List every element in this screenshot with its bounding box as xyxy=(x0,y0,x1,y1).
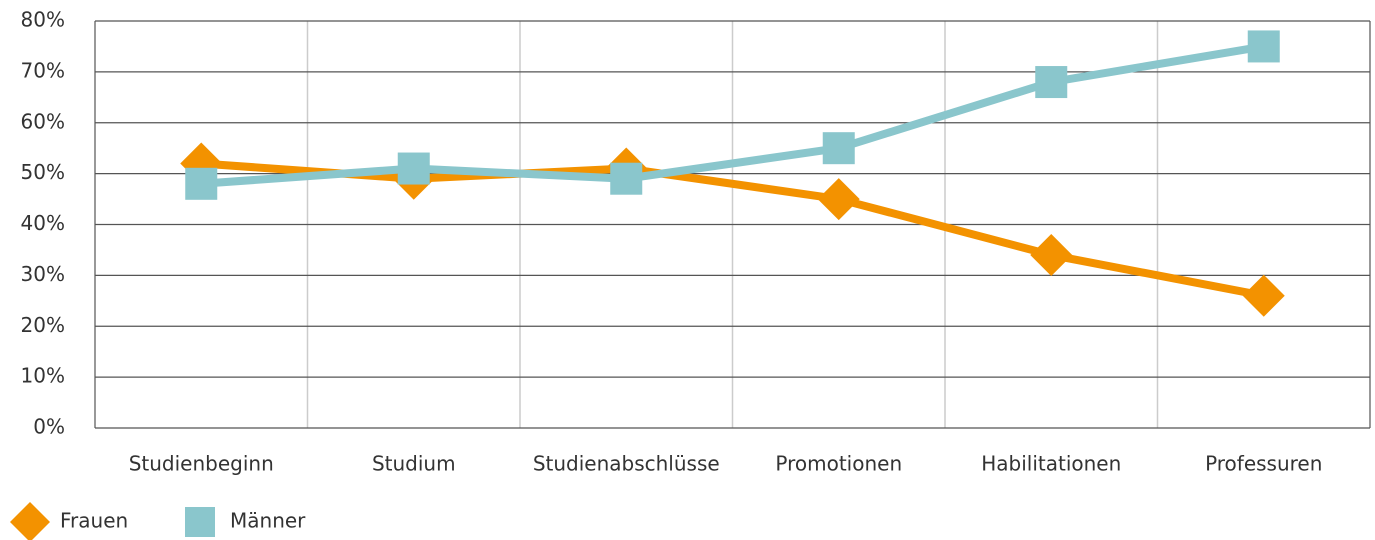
marker xyxy=(822,132,855,165)
y-tick-label: 80% xyxy=(21,8,65,32)
y-tick-label: 60% xyxy=(21,109,65,133)
y-tick-label: 10% xyxy=(21,364,65,388)
x-tick-label: Studium xyxy=(372,452,456,476)
x-tick-label: Promotionen xyxy=(775,452,902,476)
y-tick-label: 50% xyxy=(21,160,65,184)
marker xyxy=(1030,234,1073,277)
marker xyxy=(817,178,860,221)
legend-label: Frauen xyxy=(60,509,128,533)
y-tick-label: 40% xyxy=(21,211,65,235)
marker xyxy=(610,162,643,195)
marker xyxy=(1247,30,1280,63)
marker xyxy=(185,167,218,200)
legend-marker xyxy=(10,502,50,540)
y-tick-label: 70% xyxy=(21,58,65,82)
x-tick-label: Habilitationen xyxy=(981,452,1121,476)
marker xyxy=(1035,66,1068,99)
x-tick-label: Studienabschlüsse xyxy=(533,452,720,476)
marker xyxy=(1242,274,1285,317)
x-tick-label: Studienbeginn xyxy=(129,452,274,476)
y-tick-label: 30% xyxy=(21,262,65,286)
y-tick-label: 20% xyxy=(21,313,65,337)
marker xyxy=(397,152,430,185)
y-tick-label: 0% xyxy=(33,415,65,439)
x-tick-label: Professuren xyxy=(1205,452,1322,476)
legend-label: Männer xyxy=(230,509,306,533)
series-line xyxy=(200,159,1265,300)
legend-marker xyxy=(185,507,215,537)
series-line xyxy=(200,42,1265,188)
